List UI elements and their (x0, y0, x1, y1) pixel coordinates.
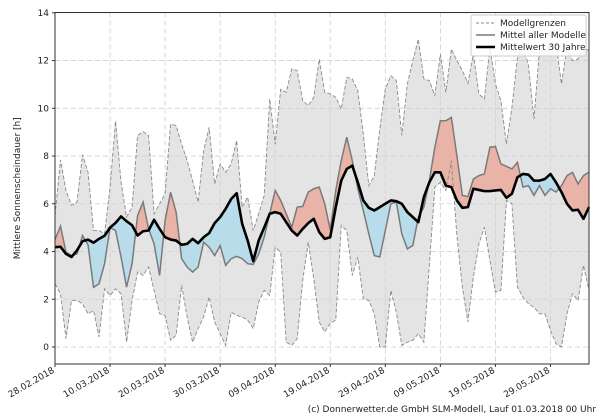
below-normal-fill (230, 192, 237, 259)
climate-mean-line (54, 164, 591, 263)
y-tick-label: 2 (43, 295, 49, 305)
x-tick-label: 28.02.2018 (7, 366, 57, 401)
x-tick-label: 29.04.2018 (337, 366, 387, 401)
x-tick-label: 10.03.2018 (62, 366, 112, 401)
y-tick-label: 12 (38, 57, 49, 67)
y-tick-label: 0 (43, 343, 49, 353)
y-tick-label: 14 (38, 9, 50, 19)
model-mean-line (54, 116, 590, 289)
x-tick-label: 20.03.2018 (117, 366, 167, 401)
above-normal-fill (478, 173, 485, 192)
legend-label: Mittelwert 30 Jahre (500, 43, 586, 53)
x-tick-label: 09.04.2018 (227, 366, 277, 401)
above-normal-fill (489, 146, 496, 192)
lower-bound-line (54, 160, 590, 348)
x-tick-label: 19.05.2018 (447, 366, 497, 401)
legend-label: Modellgrenzen (500, 19, 566, 29)
y-tick-label: 8 (43, 152, 49, 162)
x-tick-label: 19.04.2018 (282, 366, 332, 401)
legend-box (470, 14, 587, 57)
y-axis-label: Mittlere Sonnenscheindauer [h] (13, 117, 23, 259)
x-tick-label: 09.05.2018 (392, 366, 442, 401)
below-normal-fill (93, 238, 100, 288)
y-tick-label: 10 (38, 104, 50, 114)
y-tick-label: 4 (43, 248, 49, 258)
legend: Modellgrenzen Mittel aller Modelle Mittelw… (470, 14, 587, 57)
x-tick-label: 30.03.2018 (172, 366, 222, 401)
plot-frame (54, 12, 590, 365)
below-normal-fill (374, 206, 381, 258)
legend-label: Mittel aller Modelle (500, 31, 586, 41)
upper-bound-line (54, 38, 590, 235)
x-tick-label: 29.05.2018 (502, 366, 552, 401)
y-tick-label: 6 (43, 200, 49, 210)
copyright-footer: (c) Donnerwetter.de GmbH SLM-Modell, Lau… (307, 405, 596, 415)
